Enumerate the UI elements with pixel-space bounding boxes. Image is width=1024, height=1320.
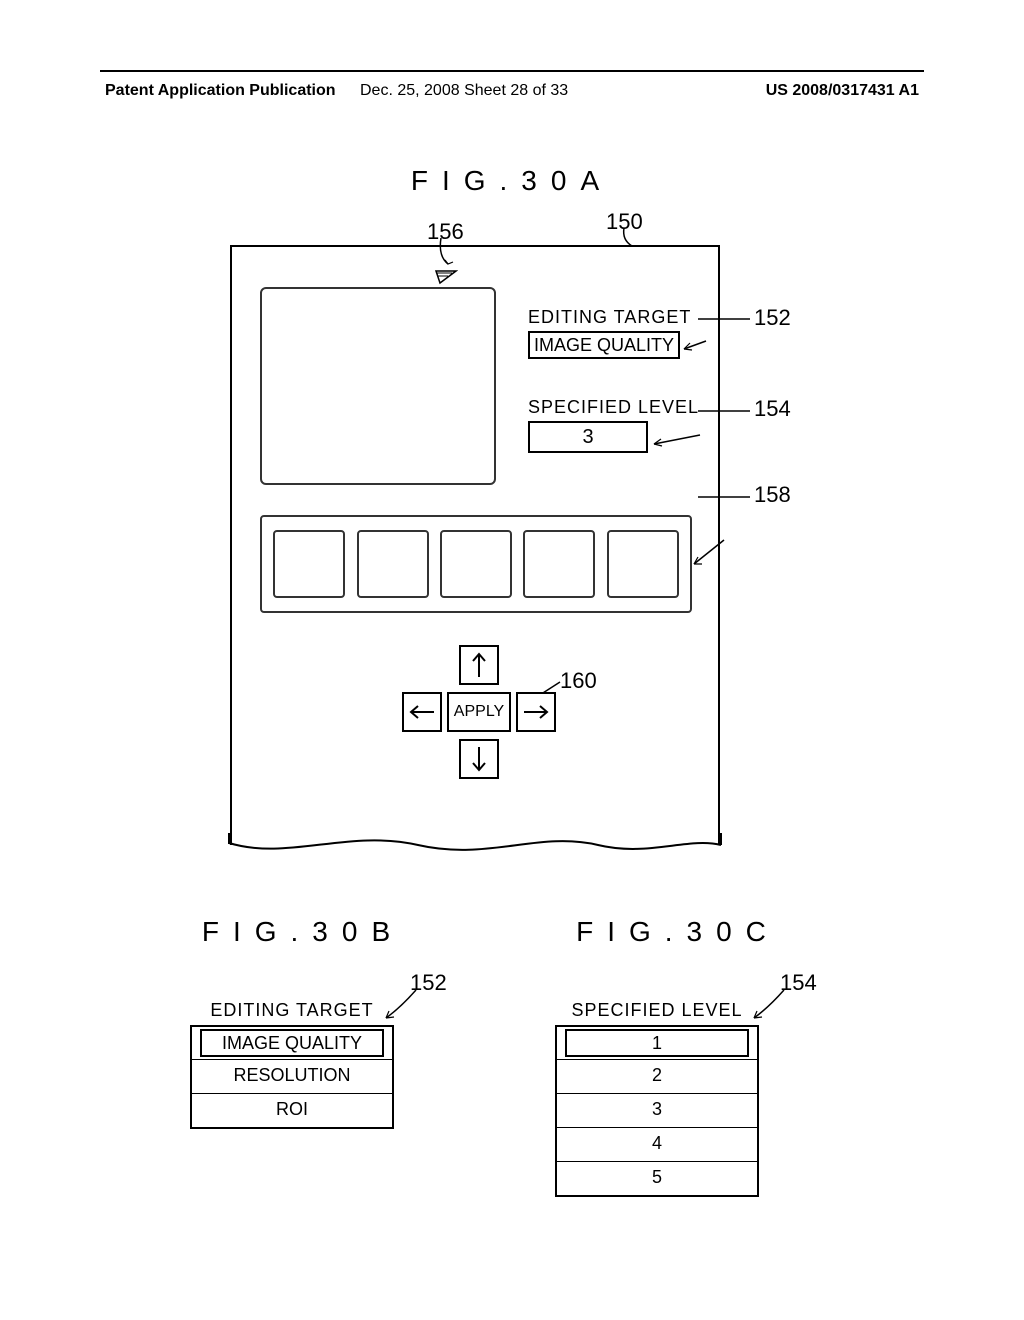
dpad-left-button[interactable] bbox=[402, 692, 442, 732]
ref-154: 154 bbox=[754, 396, 791, 422]
list-row-selected[interactable]: 1 bbox=[565, 1029, 749, 1057]
list-box: 1 2 3 4 5 bbox=[555, 1025, 759, 1197]
dpad-right-button[interactable] bbox=[516, 692, 556, 732]
thumbnail[interactable] bbox=[607, 530, 679, 598]
header-rule bbox=[100, 70, 924, 72]
header-right: US 2008/0317431 A1 bbox=[766, 82, 919, 100]
list-caption: SPECIFIED LEVEL bbox=[555, 1000, 759, 1021]
specified-level-list: SPECIFIED LEVEL 1 2 3 4 5 bbox=[555, 1000, 759, 1197]
arrow-down-icon bbox=[461, 741, 497, 777]
list-row[interactable]: ROI bbox=[192, 1093, 392, 1127]
thumbnail[interactable] bbox=[440, 530, 512, 598]
specified-level-value-box[interactable]: 3 bbox=[528, 421, 648, 453]
thumbnail[interactable] bbox=[357, 530, 429, 598]
fig30a-title: FIG.30A bbox=[0, 165, 1024, 197]
preview-area bbox=[260, 287, 496, 485]
fig30b-title: FIG.30B bbox=[153, 916, 453, 948]
dpad-down-button[interactable] bbox=[459, 739, 499, 779]
arrow-left-icon bbox=[404, 694, 440, 730]
cursor-icon bbox=[434, 269, 458, 285]
arrow-up-icon bbox=[461, 647, 497, 683]
dpad: APPLY bbox=[402, 645, 562, 795]
header-center: Dec. 25, 2008 Sheet 28 of 33 bbox=[360, 82, 650, 100]
list-row[interactable]: 2 bbox=[557, 1059, 757, 1093]
dpad-up-button[interactable] bbox=[459, 645, 499, 685]
ref-158: 158 bbox=[754, 482, 791, 508]
list-row[interactable]: 5 bbox=[557, 1161, 757, 1195]
list-row-selected[interactable]: IMAGE QUALITY bbox=[200, 1029, 384, 1057]
header-left: Patent Application Publication bbox=[105, 82, 336, 100]
panel-30a: EDITING TARGET IMAGE QUALITY SPECIFIED L… bbox=[230, 245, 720, 845]
list-caption: EDITING TARGET bbox=[190, 1000, 394, 1021]
list-row[interactable]: 3 bbox=[557, 1093, 757, 1127]
list-box: IMAGE QUALITY RESOLUTION ROI bbox=[190, 1025, 394, 1129]
arrow-right-icon bbox=[518, 694, 554, 730]
editing-target-value-box[interactable]: IMAGE QUALITY bbox=[528, 331, 680, 359]
editing-target-label: EDITING TARGET bbox=[528, 307, 691, 328]
list-row[interactable]: RESOLUTION bbox=[192, 1059, 392, 1093]
fig30c-title: FIG.30C bbox=[528, 916, 828, 948]
torn-edge bbox=[228, 833, 722, 863]
specified-level-label: SPECIFIED LEVEL bbox=[528, 397, 699, 418]
ref-152: 152 bbox=[754, 305, 791, 331]
thumbnail[interactable] bbox=[273, 530, 345, 598]
thumbnail[interactable] bbox=[523, 530, 595, 598]
page: Patent Application Publication Dec. 25, … bbox=[0, 0, 1024, 1320]
list-row[interactable]: 4 bbox=[557, 1127, 757, 1161]
thumbnail-strip bbox=[260, 515, 692, 613]
editing-target-list: EDITING TARGET IMAGE QUALITY RESOLUTION … bbox=[190, 1000, 394, 1129]
apply-button[interactable]: APPLY bbox=[447, 692, 511, 732]
